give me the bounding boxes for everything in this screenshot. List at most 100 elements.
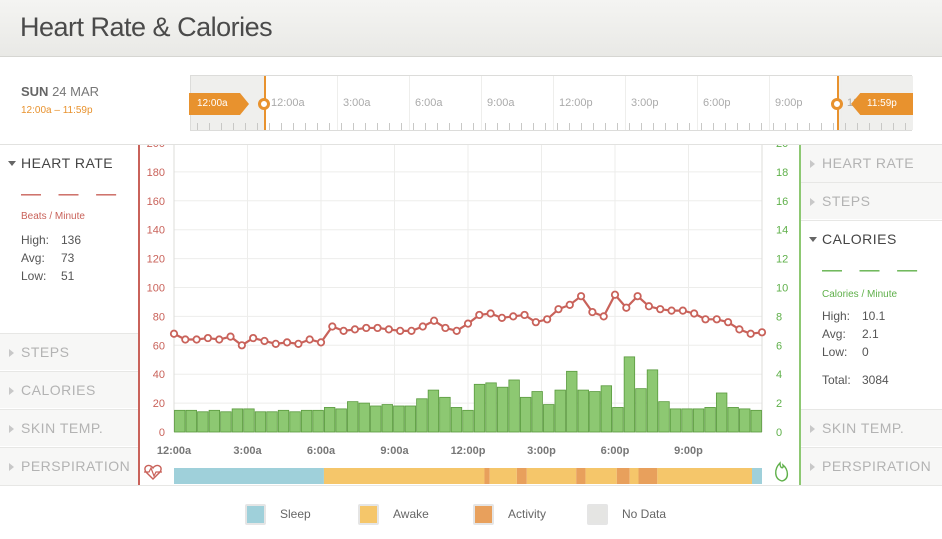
sidebar-item-label: PERSPIRATION	[822, 458, 932, 474]
timeline-end-flag[interactable]: 11:59p	[851, 93, 913, 115]
heart-rate-axis-label: 60	[153, 340, 165, 352]
heart-rate-point	[644, 302, 654, 311]
timeline-end-handle[interactable]	[831, 98, 843, 110]
timeline-gridline	[769, 76, 770, 130]
timeline-tick	[497, 123, 498, 130]
timeline-tick	[773, 123, 774, 130]
heart-rate-calories-chart[interactable]: 0 20 40 60 80 100 120 140 160 180 200 0 2 4 6 8 10 12 14 16…	[138, 145, 801, 485]
heart-rate-axis-bar	[138, 145, 140, 485]
activity-band-activity	[638, 468, 658, 484]
sidebar-item-calories[interactable]: CALORIES	[0, 371, 138, 408]
heart-rate-point	[441, 323, 450, 333]
right-metric-panel: HEART RATE STEPS CALORIES — — — Calories…	[801, 145, 942, 485]
timeline-tick	[761, 123, 762, 130]
timeline-tick	[749, 123, 750, 130]
sidebar-item-steps[interactable]: STEPS	[801, 182, 942, 219]
sidebar-item-perspiration[interactable]: PERSPIRATION	[801, 447, 942, 485]
calories-bar	[485, 382, 497, 433]
calories-bar	[277, 409, 290, 433]
calories-bar	[358, 402, 370, 433]
sidebar-item-perspiration[interactable]: PERSPIRATION	[0, 447, 138, 485]
heart-rate-axis-label: 160	[147, 196, 165, 208]
timeline-hour-label: 12:00p	[559, 97, 593, 109]
calories-bar	[681, 408, 693, 433]
metric-title-calories[interactable]: CALORIES	[822, 231, 897, 247]
calories-bar	[370, 405, 382, 433]
timeline-start-flag[interactable]: 12:00a	[189, 93, 249, 115]
timeline-tick	[797, 123, 798, 130]
timeline-tick	[713, 123, 714, 130]
timeline-tick	[833, 123, 834, 130]
timeline-tick	[557, 123, 558, 130]
timeline-tick	[509, 123, 510, 130]
calories-bar	[335, 408, 347, 433]
calories-axis-label: 0	[776, 427, 782, 439]
sidebar-item-heart-rate[interactable]: HEART RATE	[801, 145, 942, 182]
stat-high: High: 136	[21, 233, 82, 247]
timeline-tick	[617, 123, 618, 130]
sidebar-item-skin-temp[interactable]: SKIN TEMP.	[801, 409, 942, 446]
timeline-hour-label: 3:00p	[631, 97, 659, 109]
heart-rate-point	[610, 290, 620, 299]
heart-rate-point	[452, 326, 461, 335]
timeline-tick	[269, 123, 270, 130]
timeline-tick	[197, 123, 198, 130]
heart-rate-point	[181, 335, 190, 344]
activity-band-awake	[526, 468, 577, 484]
heart-rate-point	[418, 322, 427, 331]
activity-band-activity	[516, 468, 527, 484]
calories-bar	[312, 409, 324, 433]
timeline-tick	[293, 123, 294, 130]
heart-rate-axis-label: 0	[159, 427, 165, 439]
calories-axis-label: 2	[776, 398, 782, 410]
sidebar-item-skin-temp[interactable]: SKIN TEMP.	[0, 409, 138, 446]
calories-bar	[519, 396, 532, 433]
timeline-tick	[905, 123, 906, 130]
calories-bar	[635, 388, 647, 433]
heart-rate-pointer-icon	[138, 185, 140, 201]
heart-rate-point	[667, 306, 676, 315]
date-day-month: 24 MAR	[52, 84, 100, 99]
heart-rate-point	[169, 329, 179, 338]
heart-rate-axis-label: 120	[147, 254, 165, 266]
stat-avg: Avg: 73	[21, 251, 75, 265]
heart-rate-unit: Beats / Minute	[21, 211, 85, 222]
time-range-slider[interactable]: 12:00a 3:00a 6:00a 9:00a 12:00p 3:00p 6:00p 9:0…	[189, 75, 913, 131]
timeline-tick	[641, 123, 642, 130]
activity-legend: Sleep Awake Activity No Data	[0, 485, 942, 539]
calories-bar	[347, 401, 359, 433]
timeline-gridline	[409, 76, 410, 130]
collapsed-arrow-icon	[9, 425, 14, 433]
timeline-tick	[869, 123, 870, 130]
timeline-tick	[449, 123, 450, 130]
calories-bar	[704, 407, 716, 433]
sidebar-item-steps[interactable]: STEPS	[0, 333, 138, 370]
calories-axis-label: 6	[776, 340, 782, 352]
calories-current-value: — — —	[822, 259, 924, 281]
calories-bar	[427, 389, 440, 433]
heart-rate-point	[373, 323, 382, 333]
calories-bar	[554, 389, 566, 433]
legend-label: Sleep	[280, 507, 311, 521]
timeline-tick	[665, 123, 666, 130]
timeline-tick	[845, 123, 846, 130]
stat-low: Low: 0	[822, 345, 869, 359]
calories-bar	[220, 411, 232, 433]
legend-swatch	[358, 504, 379, 525]
collapsed-arrow-icon	[810, 160, 815, 168]
metric-title-heart-rate[interactable]: HEART RATE	[21, 155, 114, 171]
heart-rate-axis-label: 40	[153, 369, 165, 381]
calories-bar	[289, 411, 301, 433]
expanded-arrow-icon	[809, 237, 817, 242]
timeline-tick	[305, 123, 306, 130]
stat-total: Total: 3084	[822, 373, 889, 387]
heart-rate-point	[599, 312, 608, 321]
date-weekday: SUN	[21, 84, 49, 99]
calories-axis-label: 4	[776, 369, 782, 381]
timeline-start-handle[interactable]	[258, 98, 270, 110]
collapsed-arrow-icon	[9, 349, 14, 357]
timeline-tick	[809, 123, 810, 130]
heart-rate-axis-label: 100	[147, 283, 165, 295]
heart-rate-point	[576, 292, 586, 301]
timeline-tick	[605, 123, 606, 130]
